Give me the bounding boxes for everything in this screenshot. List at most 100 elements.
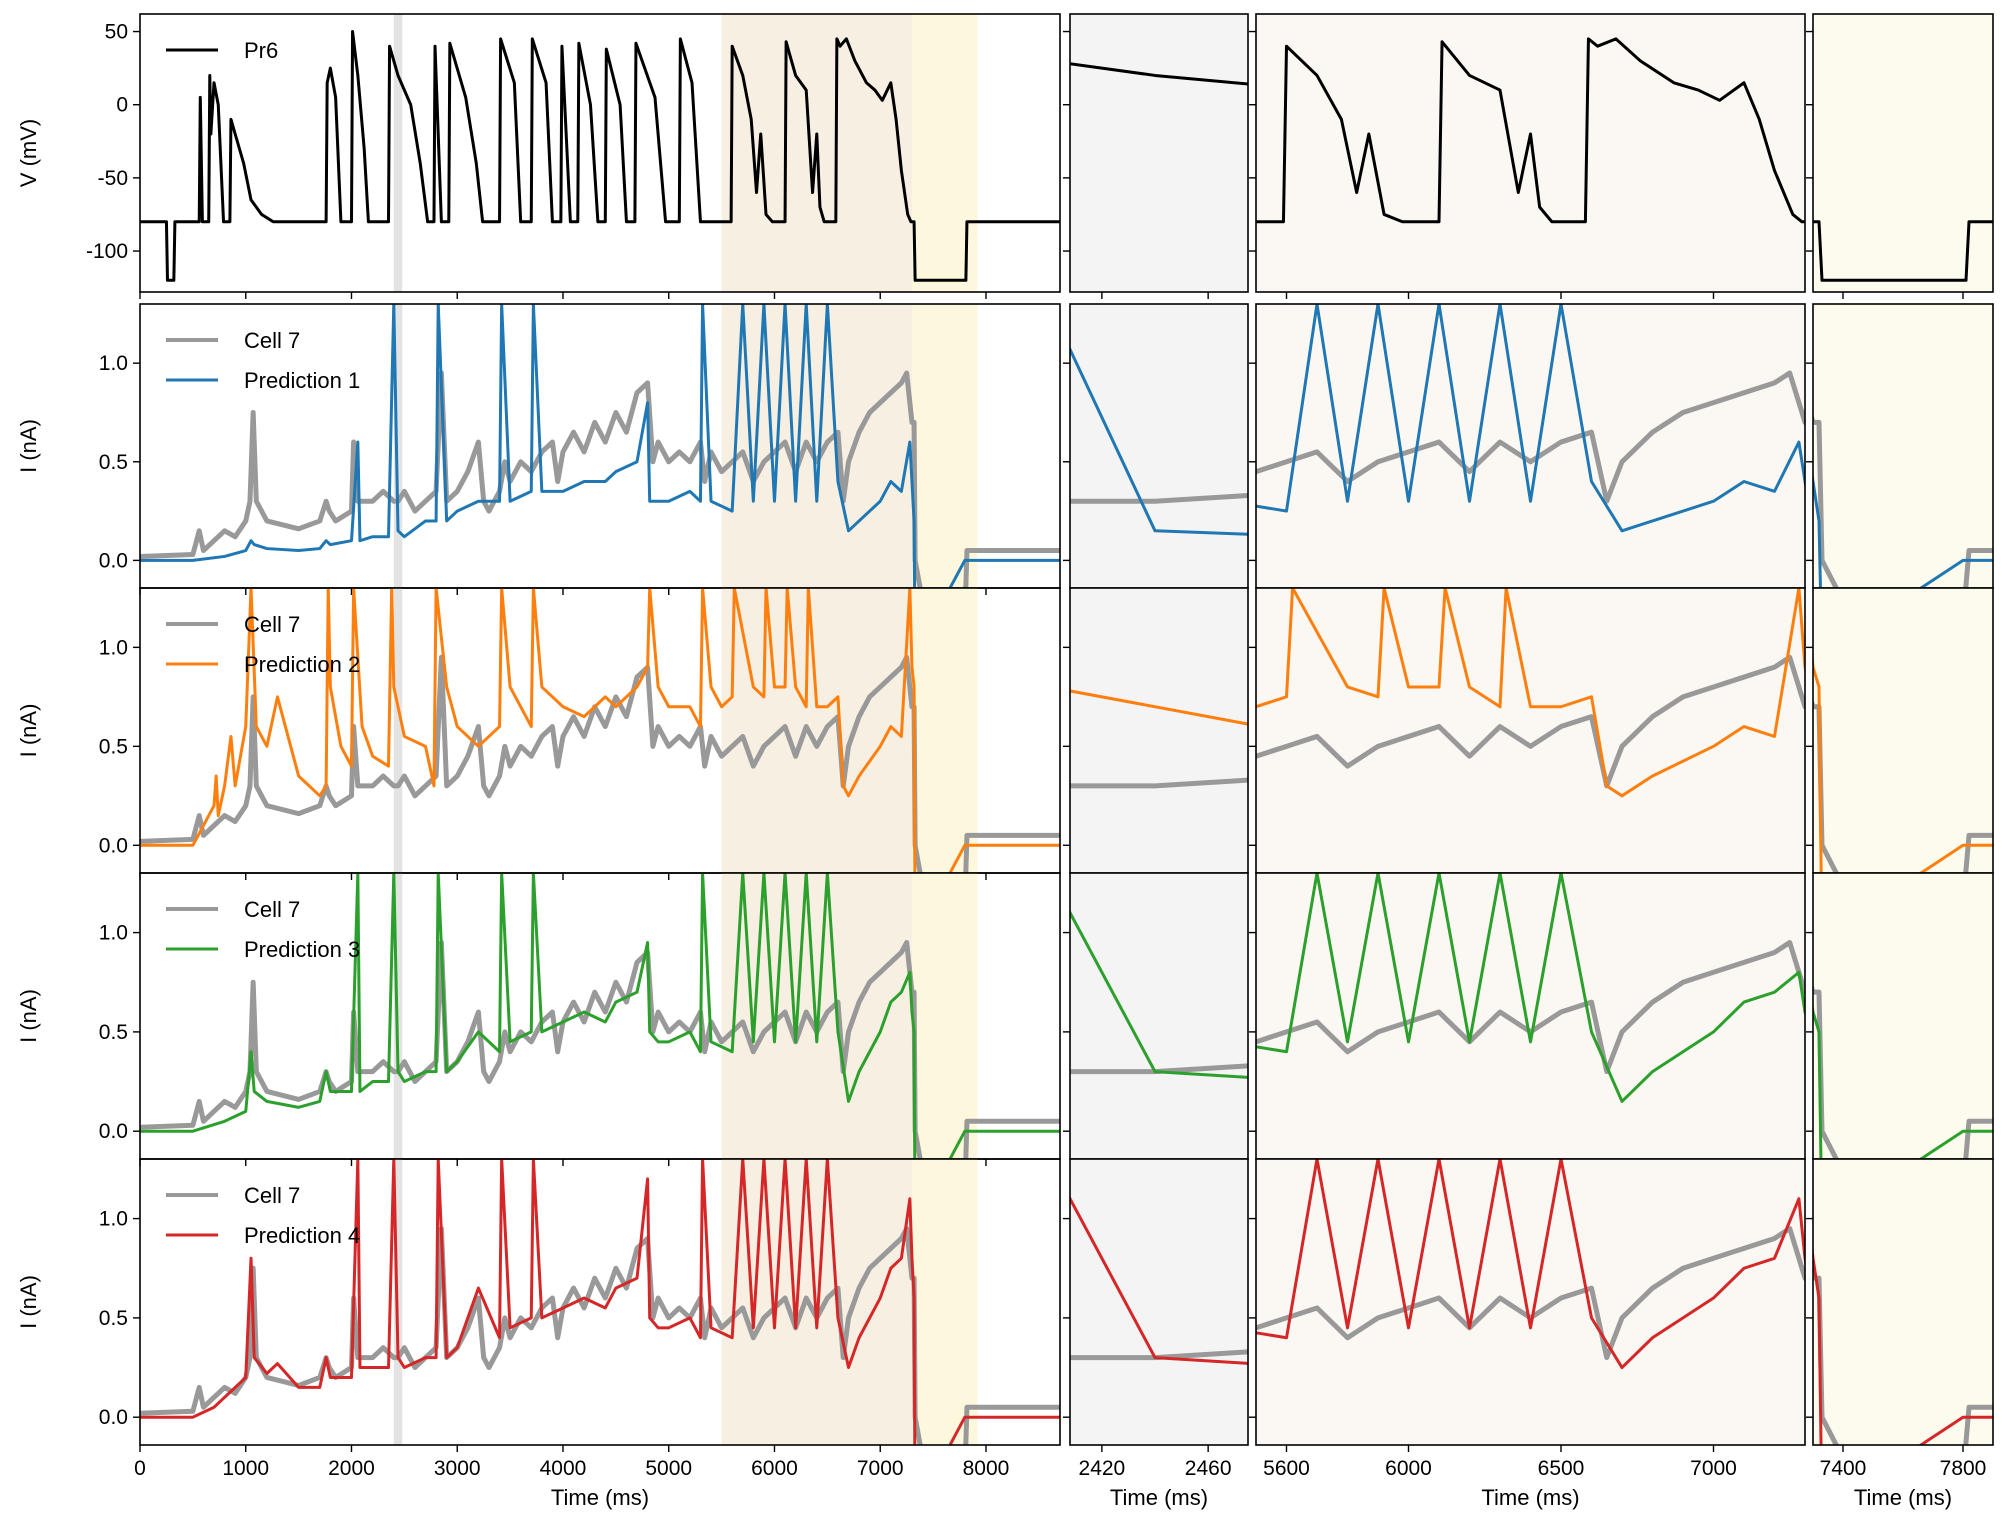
panel-background — [1256, 873, 1805, 1159]
x-tick-label: 0 — [134, 1457, 146, 1480]
panel-r1-c2 — [1249, 303, 1806, 595]
y-axis-label: I (nA) — [16, 1275, 41, 1329]
panel-background — [1256, 1159, 1805, 1445]
y-tick-label: 0.0 — [99, 549, 128, 572]
legend-entry: Prediction 1 — [244, 368, 360, 393]
axes-frame — [1069, 13, 1249, 293]
series-line-prediction-4 — [1256, 1159, 1805, 1370]
axes-frame — [1255, 1158, 1806, 1446]
x-tick-label: 6500 — [1538, 1457, 1585, 1480]
panel-background — [1813, 588, 1993, 873]
x-tick-label: 8000 — [963, 1457, 1010, 1480]
series-line-prediction-1 — [1256, 304, 1805, 533]
series-line-cell-7 — [1256, 1226, 1805, 1361]
panel-r1-c0: 0.0 0.5 1.0 I (nA) Cell 7 Prediction 1 — [16, 303, 1061, 595]
x-tick-label: 6000 — [1385, 1457, 1432, 1480]
x-axis-label: Time (ms) — [1110, 1485, 1208, 1510]
panel-background — [1813, 873, 1993, 1159]
x-axis-label: Time (ms) — [1854, 1485, 1952, 1510]
panel-r4-c2: 5600 6000 6500 7000 Time (ms) — [1249, 1158, 1806, 1510]
y-tick-label: 1.0 — [99, 352, 128, 375]
y-axis-label: V (mV) — [16, 119, 41, 187]
y-tick-label: 50 — [105, 21, 128, 44]
shaded-region — [911, 1159, 978, 1445]
panel-r4-c1: 2420 2460 Time (ms) — [1063, 1158, 1249, 1510]
x-tick-label: 1000 — [222, 1457, 269, 1480]
panel-background — [1256, 14, 1805, 292]
series-line-prediction-2 — [1256, 588, 1805, 798]
x-tick-label: 5600 — [1263, 1457, 1310, 1480]
panel-r2-c1 — [1063, 587, 1249, 880]
y-tick-label: 0.5 — [99, 1307, 128, 1330]
legend-entry: Prediction 3 — [244, 937, 360, 962]
legend: Cell 7 Prediction 4 — [166, 1183, 360, 1248]
x-tick-label: 4000 — [540, 1457, 587, 1480]
y-tick-label: -50 — [98, 167, 128, 190]
x-tick-label: 2460 — [1185, 1457, 1232, 1480]
y-tick-label: 0 — [116, 94, 128, 117]
y-tick-label: 0.0 — [99, 1406, 128, 1429]
panel-r4-c0: 0 1000 2000 3000 4000 5000 6000 7000 8000 Time (m… — [16, 1158, 1061, 1510]
series-line-cell-7 — [1256, 370, 1805, 504]
shaded-region — [393, 588, 403, 873]
y-tick-label: 0.5 — [99, 735, 128, 758]
panel-background — [1813, 304, 1993, 588]
shaded-region — [721, 304, 912, 588]
legend-entry: Pr6 — [244, 38, 278, 63]
axes-frame — [1069, 1158, 1249, 1446]
legend: Cell 7 Prediction 3 — [166, 897, 360, 962]
legend: Pr6 — [166, 38, 278, 63]
series-line-pr6 — [140, 30, 1060, 282]
series-line-pr6 — [1256, 37, 1805, 224]
legend-entry: Cell 7 — [244, 328, 300, 353]
axes-frame — [1812, 1158, 1994, 1446]
y-tick-label: 0.5 — [99, 1021, 128, 1044]
y-tick-label: 1.0 — [99, 922, 128, 945]
series-line-prediction-3 — [1256, 873, 1805, 1103]
shaded-region — [393, 304, 403, 588]
x-tick-label: 7800 — [1940, 1457, 1987, 1480]
panel-r3-c0: 0.0 0.5 1.0 I (nA) Cell 7 Prediction 3 — [16, 872, 1061, 1166]
axes-frame — [1255, 13, 1806, 293]
x-tick-label: 7000 — [1690, 1457, 1737, 1480]
panel-background — [1256, 304, 1805, 588]
panel-r1-c3 — [1806, 303, 1994, 595]
y-axis-label: I (nA) — [16, 989, 41, 1043]
series-line-prediction-1 — [140, 304, 1060, 588]
panel-r0-c2 — [1249, 13, 1806, 299]
panel-background — [1813, 1159, 1993, 1445]
shaded-region — [911, 873, 978, 1159]
panel-r0-c3 — [1806, 13, 1994, 299]
panel-background — [1070, 14, 1248, 292]
panel-r2-c2 — [1249, 587, 1806, 880]
legend: Cell 7 Prediction 2 — [166, 612, 360, 677]
y-tick-label: 0.0 — [99, 1120, 128, 1143]
shaded-region — [721, 873, 912, 1159]
series-line-cell-7 — [140, 370, 1060, 588]
panel-background — [1070, 588, 1248, 873]
x-tick-label: 2000 — [328, 1457, 375, 1480]
y-tick-label: 1.0 — [99, 636, 128, 659]
legend-entry: Prediction 2 — [244, 652, 360, 677]
panel-r2-c3 — [1806, 587, 1994, 880]
shaded-region — [393, 14, 403, 292]
series-line-prediction-3 — [140, 873, 1060, 1159]
y-tick-label: -100 — [86, 240, 128, 263]
x-tick-label: 3000 — [434, 1457, 481, 1480]
x-tick-label: 5000 — [645, 1457, 692, 1480]
legend-entry: Cell 7 — [244, 1183, 300, 1208]
panel-r1-c1 — [1063, 303, 1249, 595]
shaded-region — [911, 588, 978, 873]
legend-entry: Prediction 4 — [244, 1223, 360, 1248]
x-tick-label: 2420 — [1079, 1457, 1126, 1480]
y-tick-label: 0.5 — [99, 451, 128, 474]
y-axis-label: I (nA) — [16, 704, 41, 758]
x-axis-label: Time (ms) — [551, 1485, 649, 1510]
panel-r4-c3: 7400 7800 Time (ms) — [1806, 1158, 1994, 1510]
x-axis-label: Time (ms) — [1481, 1485, 1579, 1510]
panel-r0-c0: 50 0 -50 -100 V (mV) Pr6 — [16, 13, 1061, 299]
shaded-region — [911, 304, 978, 588]
y-axis-label: I (nA) — [16, 419, 41, 473]
series-line-cell-7 — [1256, 654, 1805, 789]
